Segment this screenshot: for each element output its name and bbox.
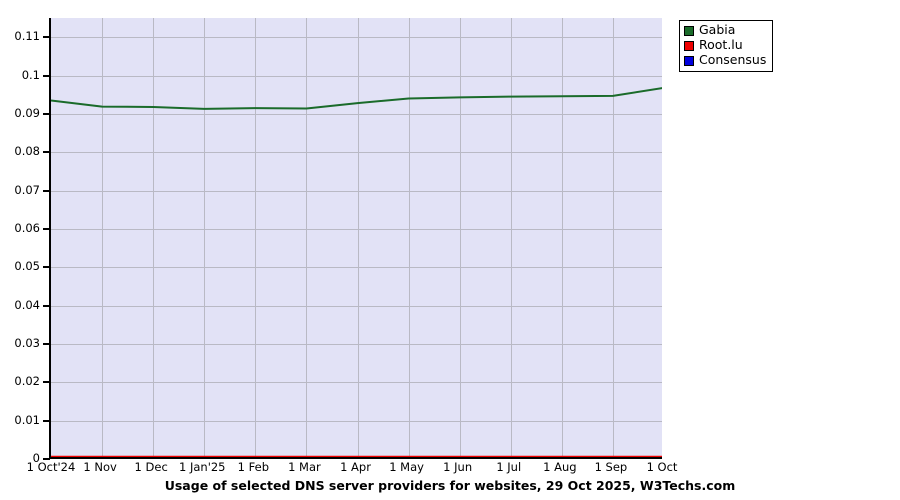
x-axis-tick-label: 1 Aug bbox=[543, 460, 577, 474]
gridline-vertical bbox=[204, 18, 205, 457]
y-axis-tick-mark bbox=[43, 266, 50, 269]
y-axis: 0 0.01 0.02 0.03 0.04 0.05 0.06 0.07 0.08 0.09 0.1… bbox=[0, 0, 50, 500]
gridline-vertical bbox=[102, 18, 103, 457]
x-axis-tick-label: 1 May bbox=[389, 460, 424, 474]
legend-item[interactable]: Root.lu bbox=[684, 38, 766, 53]
chart-caption: Usage of selected DNS server providers f… bbox=[164, 478, 736, 493]
y-axis-tick-label: 0.07 bbox=[14, 182, 40, 197]
gridline-vertical bbox=[460, 18, 461, 457]
y-axis-tick-mark bbox=[43, 381, 50, 384]
gridline-horizontal bbox=[51, 191, 662, 192]
y-axis-tick-mark bbox=[43, 227, 50, 230]
gridline-vertical bbox=[409, 18, 410, 457]
x-axis-tick-label: 1 Oct bbox=[646, 460, 678, 474]
y-axis-tick-mark bbox=[43, 151, 50, 154]
x-axis-tick-label: 1 Nov bbox=[83, 460, 117, 474]
x-axis-tick-label: 1 Jun bbox=[443, 460, 473, 474]
gridline-horizontal bbox=[51, 229, 662, 230]
x-axis-tick-label: 1 Mar bbox=[288, 460, 321, 474]
gridline-horizontal bbox=[51, 306, 662, 307]
legend-item-label: Root.lu bbox=[699, 37, 743, 53]
legend-color-swatch-icon bbox=[684, 40, 694, 51]
gridline-vertical bbox=[562, 18, 563, 457]
gridline-vertical bbox=[306, 18, 307, 457]
legend-item-label: Gabia bbox=[699, 22, 736, 38]
x-axis-tick-label: 1 Dec bbox=[134, 460, 168, 474]
x-axis-tick-label: 1 Oct'24 bbox=[26, 460, 76, 474]
y-axis-tick-label: 0.06 bbox=[14, 220, 40, 235]
y-axis-tick-mark bbox=[43, 74, 50, 77]
gridline-vertical bbox=[358, 18, 359, 457]
gridline-horizontal bbox=[51, 76, 662, 77]
y-axis-tick-label: 0.11 bbox=[14, 29, 40, 44]
y-axis-tick-label: 0.01 bbox=[14, 412, 40, 427]
y-axis-tick-mark bbox=[43, 304, 50, 307]
gridline-horizontal bbox=[51, 267, 662, 268]
y-axis-tick-mark bbox=[43, 342, 50, 345]
legend-item-label: Consensus bbox=[699, 52, 767, 68]
plot-area bbox=[49, 18, 662, 459]
x-axis-tick-label: 1 Sep bbox=[594, 460, 628, 474]
x-axis-tick-label: 1 Jan'25 bbox=[179, 460, 226, 474]
gridline-horizontal bbox=[51, 421, 662, 422]
y-axis-tick-label: 0 bbox=[32, 451, 40, 465]
gridline-vertical bbox=[255, 18, 256, 457]
x-axis-tick-label: 1 Jul bbox=[496, 460, 522, 474]
gridline-horizontal bbox=[51, 37, 662, 38]
y-axis-tick-label: 0.08 bbox=[14, 144, 40, 159]
series-lines bbox=[51, 87, 662, 457]
gridline-horizontal bbox=[51, 114, 662, 115]
legend-item[interactable]: Consensus bbox=[684, 53, 766, 68]
y-axis-tick-mark bbox=[43, 458, 50, 460]
y-axis-tick-label: 0.05 bbox=[14, 259, 40, 274]
y-axis-tick-mark bbox=[43, 36, 50, 39]
gridline-vertical bbox=[153, 18, 154, 457]
x-axis-tick-label: 1 Apr bbox=[340, 460, 371, 474]
legend-item[interactable]: Gabia bbox=[684, 23, 766, 38]
gridline-horizontal bbox=[51, 152, 662, 153]
y-axis-tick-label: 0.1 bbox=[21, 67, 40, 82]
x-axis-tick-label: 1 Feb bbox=[237, 460, 269, 474]
y-axis-tick-label: 0.02 bbox=[14, 374, 40, 389]
y-axis-tick-mark bbox=[43, 112, 50, 115]
y-axis-tick-label: 0.04 bbox=[14, 297, 40, 312]
gridline-horizontal bbox=[51, 344, 662, 345]
legend-color-swatch-icon bbox=[684, 25, 694, 36]
series-line-gabia bbox=[51, 87, 662, 110]
legend: Gabia Root.lu Consensus bbox=[679, 20, 774, 72]
y-axis-tick-label: 0.09 bbox=[14, 105, 40, 120]
y-axis-tick-mark bbox=[43, 419, 50, 422]
y-axis-tick-mark bbox=[43, 189, 50, 192]
gridline-vertical bbox=[511, 18, 512, 457]
legend-color-swatch-icon bbox=[684, 55, 694, 66]
gridline-vertical bbox=[613, 18, 614, 457]
y-axis-tick-label: 0.03 bbox=[14, 335, 40, 350]
gridline-horizontal bbox=[51, 382, 662, 383]
